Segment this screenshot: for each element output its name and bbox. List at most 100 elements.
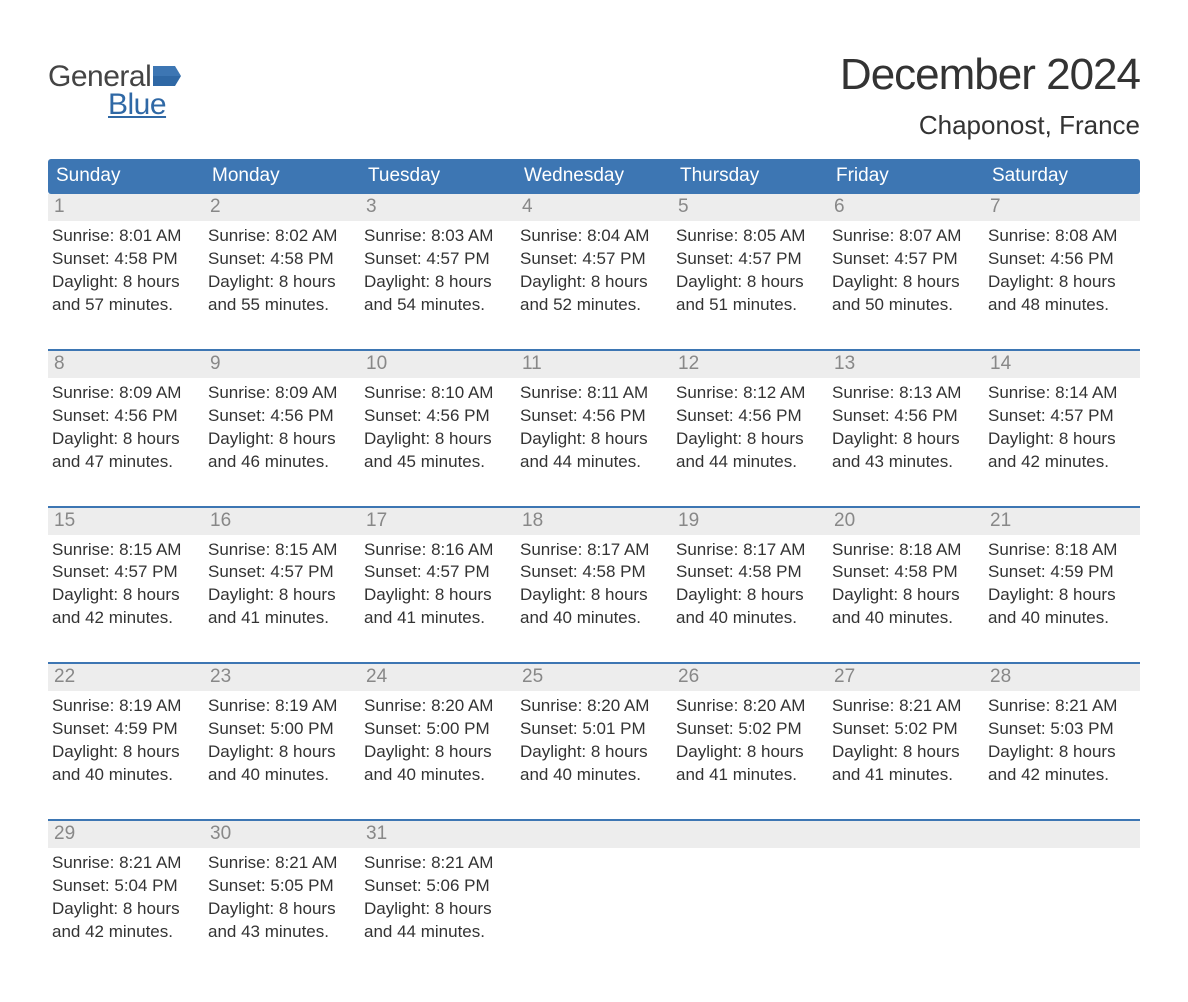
- day-sunset: Sunset: 4:58 PM: [52, 248, 196, 271]
- day-d1: Daylight: 8 hours: [676, 271, 820, 294]
- day-sunrise: Sunrise: 8:03 AM: [364, 225, 508, 248]
- day-d1: Daylight: 8 hours: [832, 428, 976, 451]
- day-body: Sunrise: 8:09 AMSunset: 4:56 PMDaylight:…: [204, 378, 360, 474]
- day-number: 29: [48, 821, 204, 848]
- day-cell: 14Sunrise: 8:14 AMSunset: 4:57 PMDayligh…: [984, 351, 1140, 492]
- day-sunrise: Sunrise: 8:11 AM: [520, 382, 664, 405]
- day-cell: 25Sunrise: 8:20 AMSunset: 5:01 PMDayligh…: [516, 664, 672, 805]
- week-row: 22Sunrise: 8:19 AMSunset: 4:59 PMDayligh…: [48, 662, 1140, 805]
- day-d1: Daylight: 8 hours: [832, 584, 976, 607]
- day-d2: and 44 minutes.: [676, 451, 820, 474]
- day-number: 28: [984, 664, 1140, 691]
- day-number: 30: [204, 821, 360, 848]
- day-cell: 15Sunrise: 8:15 AMSunset: 4:57 PMDayligh…: [48, 508, 204, 649]
- day-number: [672, 821, 828, 848]
- day-d2: and 50 minutes.: [832, 294, 976, 317]
- day-body: Sunrise: 8:12 AMSunset: 4:56 PMDaylight:…: [672, 378, 828, 474]
- day-number: 16: [204, 508, 360, 535]
- day-d1: Daylight: 8 hours: [52, 428, 196, 451]
- day-number: 5: [672, 194, 828, 221]
- day-cell: 27Sunrise: 8:21 AMSunset: 5:02 PMDayligh…: [828, 664, 984, 805]
- day-body: Sunrise: 8:21 AMSunset: 5:04 PMDaylight:…: [48, 848, 204, 944]
- day-d2: and 43 minutes.: [208, 921, 352, 944]
- day-number: 18: [516, 508, 672, 535]
- day-cell: 22Sunrise: 8:19 AMSunset: 4:59 PMDayligh…: [48, 664, 204, 805]
- day-sunrise: Sunrise: 8:21 AM: [832, 695, 976, 718]
- day-d1: Daylight: 8 hours: [52, 584, 196, 607]
- day-number: 31: [360, 821, 516, 848]
- day-d2: and 47 minutes.: [52, 451, 196, 474]
- day-number: 22: [48, 664, 204, 691]
- day-d1: Daylight: 8 hours: [364, 271, 508, 294]
- weekday-header: Sunday: [48, 159, 204, 194]
- day-sunrise: Sunrise: 8:09 AM: [52, 382, 196, 405]
- day-body: Sunrise: 8:08 AMSunset: 4:56 PMDaylight:…: [984, 221, 1140, 317]
- day-body: Sunrise: 8:15 AMSunset: 4:57 PMDaylight:…: [48, 535, 204, 631]
- day-d1: Daylight: 8 hours: [676, 584, 820, 607]
- page-subtitle: Chaponost, France: [840, 110, 1140, 141]
- day-body: Sunrise: 8:21 AMSunset: 5:05 PMDaylight:…: [204, 848, 360, 944]
- day-cell: 6Sunrise: 8:07 AMSunset: 4:57 PMDaylight…: [828, 194, 984, 335]
- day-d1: Daylight: 8 hours: [208, 584, 352, 607]
- day-cell: 29Sunrise: 8:21 AMSunset: 5:04 PMDayligh…: [48, 821, 204, 962]
- day-sunrise: Sunrise: 8:20 AM: [676, 695, 820, 718]
- day-number: 8: [48, 351, 204, 378]
- day-number: 21: [984, 508, 1140, 535]
- day-sunrise: Sunrise: 8:08 AM: [988, 225, 1132, 248]
- day-cell: 1Sunrise: 8:01 AMSunset: 4:58 PMDaylight…: [48, 194, 204, 335]
- day-d1: Daylight: 8 hours: [832, 741, 976, 764]
- day-d2: and 42 minutes.: [988, 764, 1132, 787]
- week-row: 29Sunrise: 8:21 AMSunset: 5:04 PMDayligh…: [48, 819, 1140, 962]
- day-sunset: Sunset: 4:57 PM: [676, 248, 820, 271]
- day-sunset: Sunset: 5:02 PM: [832, 718, 976, 741]
- day-number: 19: [672, 508, 828, 535]
- day-d1: Daylight: 8 hours: [832, 271, 976, 294]
- day-d1: Daylight: 8 hours: [520, 428, 664, 451]
- day-number: 15: [48, 508, 204, 535]
- day-cell: 9Sunrise: 8:09 AMSunset: 4:56 PMDaylight…: [204, 351, 360, 492]
- day-sunrise: Sunrise: 8:15 AM: [208, 539, 352, 562]
- day-number: 13: [828, 351, 984, 378]
- day-cell: 23Sunrise: 8:19 AMSunset: 5:00 PMDayligh…: [204, 664, 360, 805]
- day-cell: 7Sunrise: 8:08 AMSunset: 4:56 PMDaylight…: [984, 194, 1140, 335]
- day-number: 3: [360, 194, 516, 221]
- weekday-header: Saturday: [984, 159, 1140, 194]
- day-d1: Daylight: 8 hours: [208, 741, 352, 764]
- day-sunrise: Sunrise: 8:17 AM: [520, 539, 664, 562]
- day-body: Sunrise: 8:18 AMSunset: 4:58 PMDaylight:…: [828, 535, 984, 631]
- day-sunset: Sunset: 4:56 PM: [52, 405, 196, 428]
- day-d2: and 40 minutes.: [364, 764, 508, 787]
- day-body: Sunrise: 8:09 AMSunset: 4:56 PMDaylight:…: [48, 378, 204, 474]
- day-d2: and 40 minutes.: [676, 607, 820, 630]
- day-sunrise: Sunrise: 8:18 AM: [832, 539, 976, 562]
- day-sunset: Sunset: 5:06 PM: [364, 875, 508, 898]
- day-sunrise: Sunrise: 8:01 AM: [52, 225, 196, 248]
- day-body: Sunrise: 8:03 AMSunset: 4:57 PMDaylight:…: [360, 221, 516, 317]
- day-sunrise: Sunrise: 8:21 AM: [364, 852, 508, 875]
- day-d1: Daylight: 8 hours: [988, 584, 1132, 607]
- day-d2: and 42 minutes.: [52, 921, 196, 944]
- day-body: Sunrise: 8:15 AMSunset: 4:57 PMDaylight:…: [204, 535, 360, 631]
- day-d2: and 55 minutes.: [208, 294, 352, 317]
- day-number: 10: [360, 351, 516, 378]
- day-d2: and 41 minutes.: [832, 764, 976, 787]
- weekday-header-row: SundayMondayTuesdayWednesdayThursdayFrid…: [48, 159, 1140, 194]
- day-cell: [984, 821, 1140, 962]
- day-body: Sunrise: 8:11 AMSunset: 4:56 PMDaylight:…: [516, 378, 672, 474]
- day-d1: Daylight: 8 hours: [520, 584, 664, 607]
- title-block: December 2024 Chaponost, France: [840, 50, 1140, 141]
- day-number: 25: [516, 664, 672, 691]
- day-sunset: Sunset: 4:58 PM: [676, 561, 820, 584]
- day-cell: 12Sunrise: 8:12 AMSunset: 4:56 PMDayligh…: [672, 351, 828, 492]
- day-d2: and 40 minutes.: [208, 764, 352, 787]
- weekday-header: Wednesday: [516, 159, 672, 194]
- day-sunset: Sunset: 4:57 PM: [520, 248, 664, 271]
- day-d2: and 52 minutes.: [520, 294, 664, 317]
- day-number: 20: [828, 508, 984, 535]
- day-d2: and 41 minutes.: [676, 764, 820, 787]
- calendar: SundayMondayTuesdayWednesdayThursdayFrid…: [48, 159, 1140, 962]
- day-sunset: Sunset: 4:56 PM: [988, 248, 1132, 271]
- day-number: 17: [360, 508, 516, 535]
- header: General Blue December 2024 Chaponost, Fr…: [48, 50, 1140, 141]
- weekday-header: Thursday: [672, 159, 828, 194]
